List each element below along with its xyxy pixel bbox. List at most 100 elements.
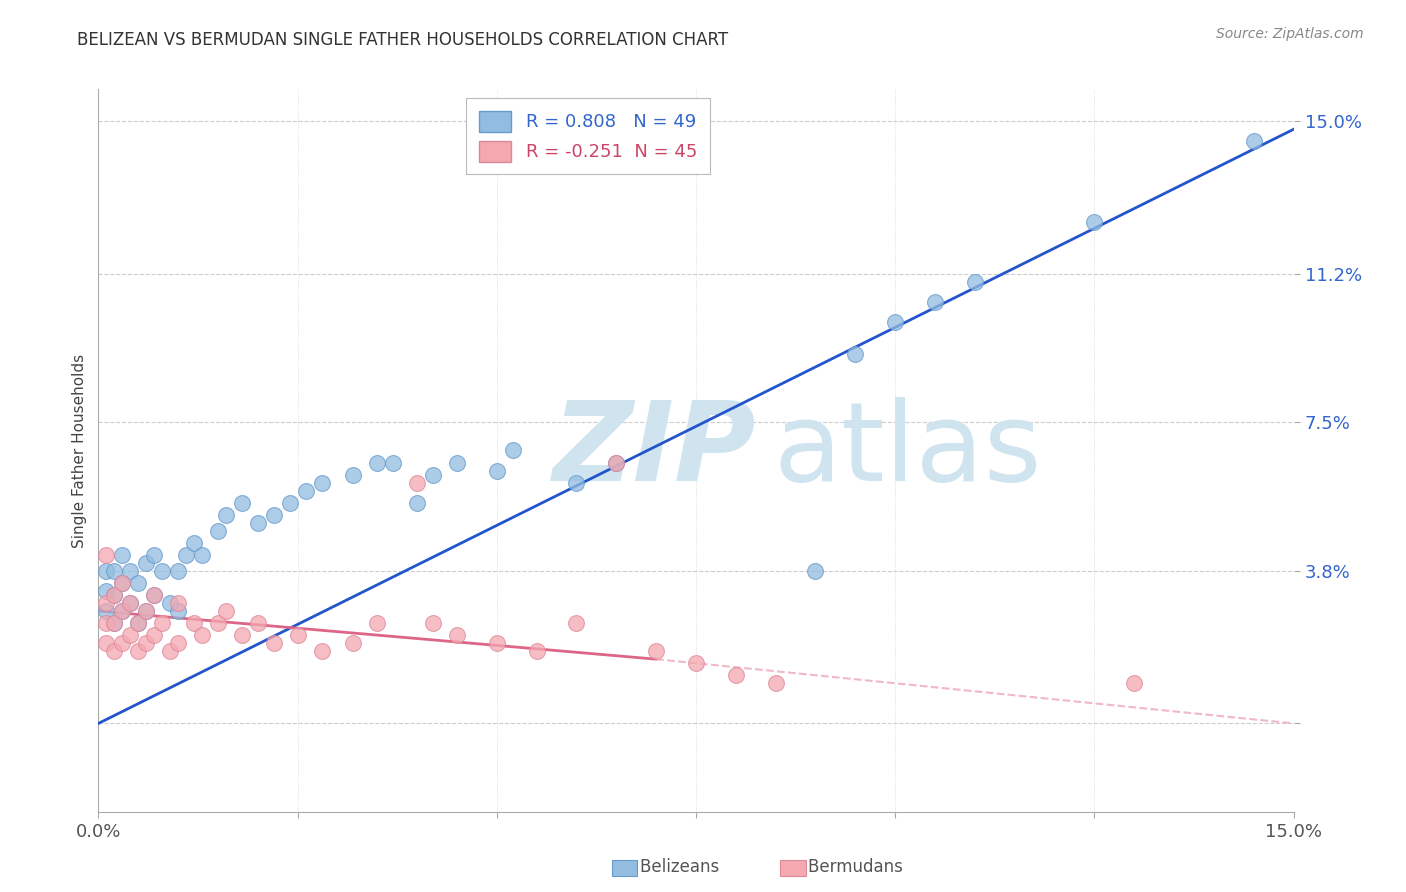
Point: [191, 628, 214, 642]
Point: [963, 275, 986, 289]
Point: [207, 615, 229, 630]
Point: [120, 628, 142, 642]
Point: [150, 564, 173, 578]
Point: [207, 524, 229, 538]
Point: [127, 615, 149, 630]
Point: [120, 596, 142, 610]
Point: [765, 676, 787, 690]
Point: [96, 584, 118, 599]
Point: [135, 636, 157, 650]
Point: [924, 294, 946, 310]
Point: [565, 615, 588, 630]
Point: [287, 628, 309, 642]
Point: [103, 615, 125, 630]
Point: [406, 475, 429, 490]
Point: [103, 588, 125, 602]
Point: [111, 576, 134, 591]
Point: [605, 455, 627, 469]
Point: [685, 657, 707, 671]
Point: [311, 644, 333, 658]
Point: [174, 548, 197, 562]
Point: [167, 596, 190, 610]
Point: [103, 564, 125, 578]
Point: [804, 564, 827, 578]
Point: [342, 636, 364, 650]
Point: [294, 483, 316, 498]
Point: [231, 628, 253, 642]
Text: Belizeans: Belizeans: [619, 858, 718, 876]
Point: [565, 475, 588, 490]
Point: [485, 636, 508, 650]
Point: [406, 496, 429, 510]
Point: [884, 315, 907, 329]
Point: [382, 455, 405, 469]
Point: [366, 455, 388, 469]
Point: [96, 596, 118, 610]
Point: [526, 644, 548, 658]
Point: [278, 496, 301, 510]
Point: [159, 644, 181, 658]
Point: [127, 615, 149, 630]
Point: [127, 576, 149, 591]
Point: [103, 615, 125, 630]
Point: [167, 636, 190, 650]
Point: [446, 628, 468, 642]
Point: [143, 588, 166, 602]
Point: [103, 588, 125, 602]
Point: [366, 615, 388, 630]
Legend: R = 0.808   N = 49, R = -0.251  N = 45: R = 0.808 N = 49, R = -0.251 N = 45: [465, 98, 710, 174]
Text: Source: ZipAtlas.com: Source: ZipAtlas.com: [1216, 27, 1364, 41]
Text: atlas: atlas: [773, 397, 1042, 504]
Point: [246, 516, 269, 530]
Point: [422, 467, 444, 482]
Point: [103, 644, 125, 658]
Point: [135, 604, 157, 618]
Point: [215, 508, 238, 522]
Point: [263, 508, 285, 522]
Point: [111, 548, 134, 562]
Point: [446, 455, 468, 469]
Point: [96, 604, 118, 618]
Point: [120, 596, 142, 610]
Point: [645, 644, 668, 658]
Point: [167, 604, 190, 618]
Point: [111, 576, 134, 591]
Point: [111, 604, 134, 618]
Point: [143, 628, 166, 642]
Point: [150, 615, 173, 630]
Point: [183, 535, 205, 549]
Point: [502, 443, 524, 458]
Point: [1123, 676, 1146, 690]
Point: [263, 636, 285, 650]
Point: [342, 467, 364, 482]
Point: [127, 644, 149, 658]
Point: [311, 475, 333, 490]
Point: [135, 604, 157, 618]
Y-axis label: Single Father Households: Single Father Households: [72, 353, 87, 548]
Point: [159, 596, 181, 610]
Point: [724, 668, 747, 682]
Point: [96, 636, 118, 650]
Point: [111, 604, 134, 618]
Point: [111, 636, 134, 650]
Text: ZIP: ZIP: [553, 397, 756, 504]
Point: [605, 455, 627, 469]
Point: [422, 615, 444, 630]
Point: [844, 347, 866, 361]
Point: [231, 496, 253, 510]
Point: [143, 548, 166, 562]
Point: [191, 548, 214, 562]
Point: [120, 564, 142, 578]
Point: [1083, 215, 1105, 229]
Point: [96, 548, 118, 562]
Point: [215, 604, 238, 618]
Point: [96, 615, 118, 630]
Point: [183, 615, 205, 630]
Point: [1243, 135, 1265, 149]
Text: BELIZEAN VS BERMUDAN SINGLE FATHER HOUSEHOLDS CORRELATION CHART: BELIZEAN VS BERMUDAN SINGLE FATHER HOUSE…: [77, 31, 728, 49]
Point: [135, 556, 157, 570]
Point: [167, 564, 190, 578]
Point: [96, 564, 118, 578]
Point: [246, 615, 269, 630]
Text: Bermudans: Bermudans: [787, 858, 903, 876]
